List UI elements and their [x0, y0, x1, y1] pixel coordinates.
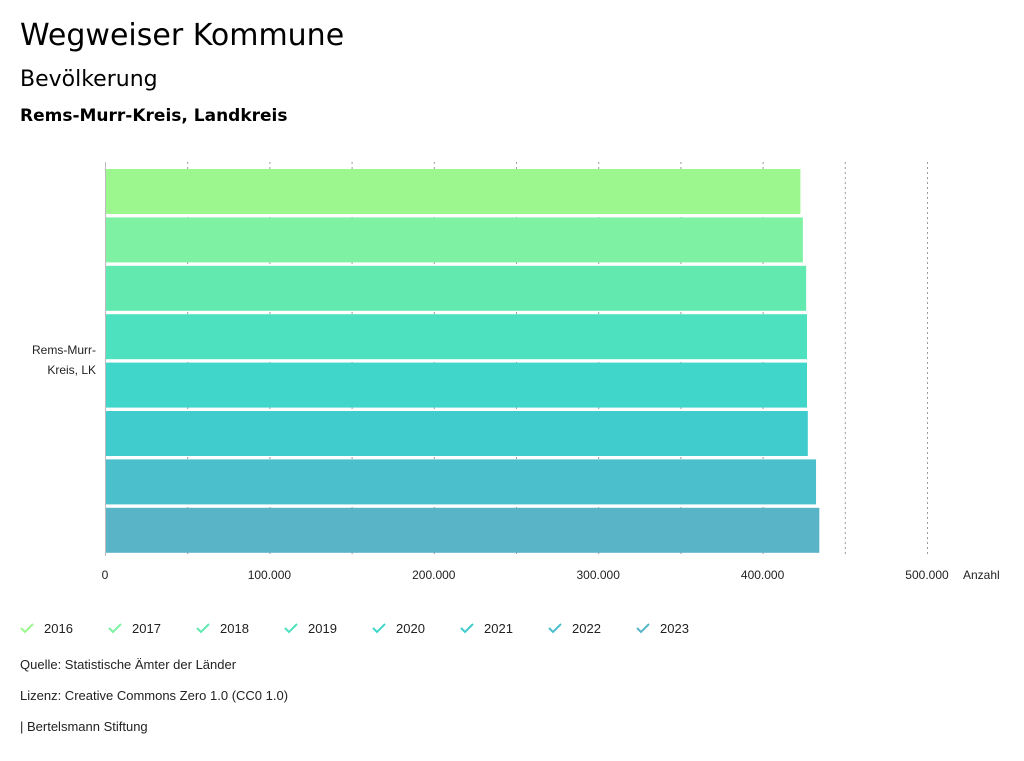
category-label: Rems-Murr-	[32, 343, 96, 357]
checkmark-icon	[372, 623, 386, 634]
x-tick-label: 100.000	[248, 568, 292, 582]
credit-note: | Bertelsmann Stiftung	[20, 719, 148, 734]
bar-2017[interactable]	[105, 217, 803, 263]
legend-label: 2019	[308, 620, 337, 636]
legend-item-2016[interactable]: 2016	[20, 619, 108, 637]
page-title: Wegweiser Kommune	[20, 18, 345, 53]
legend-item-2019[interactable]: 2019	[284, 619, 372, 637]
bar-2022[interactable]	[105, 459, 817, 505]
checkmark-icon	[284, 623, 298, 634]
legend-item-2020[interactable]: 2020	[372, 619, 460, 637]
checkmark-icon	[108, 623, 122, 634]
x-tick-label: 0	[102, 568, 109, 582]
legend: 2016 2017 2018 2019 2020 2021 2022 2023	[20, 619, 724, 637]
region-title: Rems-Murr-Kreis, Landkreis	[20, 106, 288, 126]
legend-item-2021[interactable]: 2021	[460, 619, 548, 637]
legend-item-2023[interactable]: 2023	[636, 619, 724, 637]
x-tick-label: 300.000	[577, 568, 621, 582]
x-axis-label: Anzahl	[963, 568, 1000, 582]
checkmark-icon	[460, 623, 474, 634]
bar-2020[interactable]	[105, 362, 807, 408]
x-axis: 0 100.000 200.000 300.000 400.000 500.000 Anza…	[102, 162, 1000, 582]
legend-item-2017[interactable]: 2017	[108, 619, 196, 637]
legend-label: 2020	[396, 620, 425, 636]
bar-2019[interactable]	[105, 314, 807, 360]
legend-item-2022[interactable]: 2022	[548, 619, 636, 637]
legend-label: 2023	[660, 620, 689, 636]
legend-label: 2016	[44, 620, 73, 636]
bar-2021[interactable]	[105, 411, 808, 456]
legend-label: 2021	[484, 620, 513, 636]
page-subtitle: Bevölkerung	[20, 67, 158, 92]
x-tick-label: 200.000	[412, 568, 456, 582]
bar-2018[interactable]	[105, 265, 807, 311]
bar-chart: 0 100.000 200.000 300.000 400.000 500.000 Anza…	[32, 162, 1000, 582]
legend-label: 2017	[132, 620, 161, 636]
category-labels: Rems-Murr- Kreis, LK	[32, 343, 96, 377]
checkmark-icon	[196, 623, 210, 634]
x-tick-label: 400.000	[741, 568, 785, 582]
license-note: Lizenz: Creative Commons Zero 1.0 (CC0 1…	[20, 688, 289, 703]
legend-item-2018[interactable]: 2018	[196, 619, 284, 637]
checkmark-icon	[548, 623, 562, 634]
bar-2016[interactable]	[105, 169, 801, 214]
bar-2023[interactable]	[105, 507, 820, 553]
x-tick-label: 500.000	[905, 568, 949, 582]
bars	[105, 169, 820, 553]
checkmark-icon	[20, 623, 34, 634]
legend-label: 2022	[572, 620, 601, 636]
checkmark-icon	[636, 623, 650, 634]
legend-label: 2018	[220, 620, 249, 636]
category-label: Kreis, LK	[47, 363, 96, 377]
source-note: Quelle: Statistische Ämter der Länder	[20, 657, 237, 672]
